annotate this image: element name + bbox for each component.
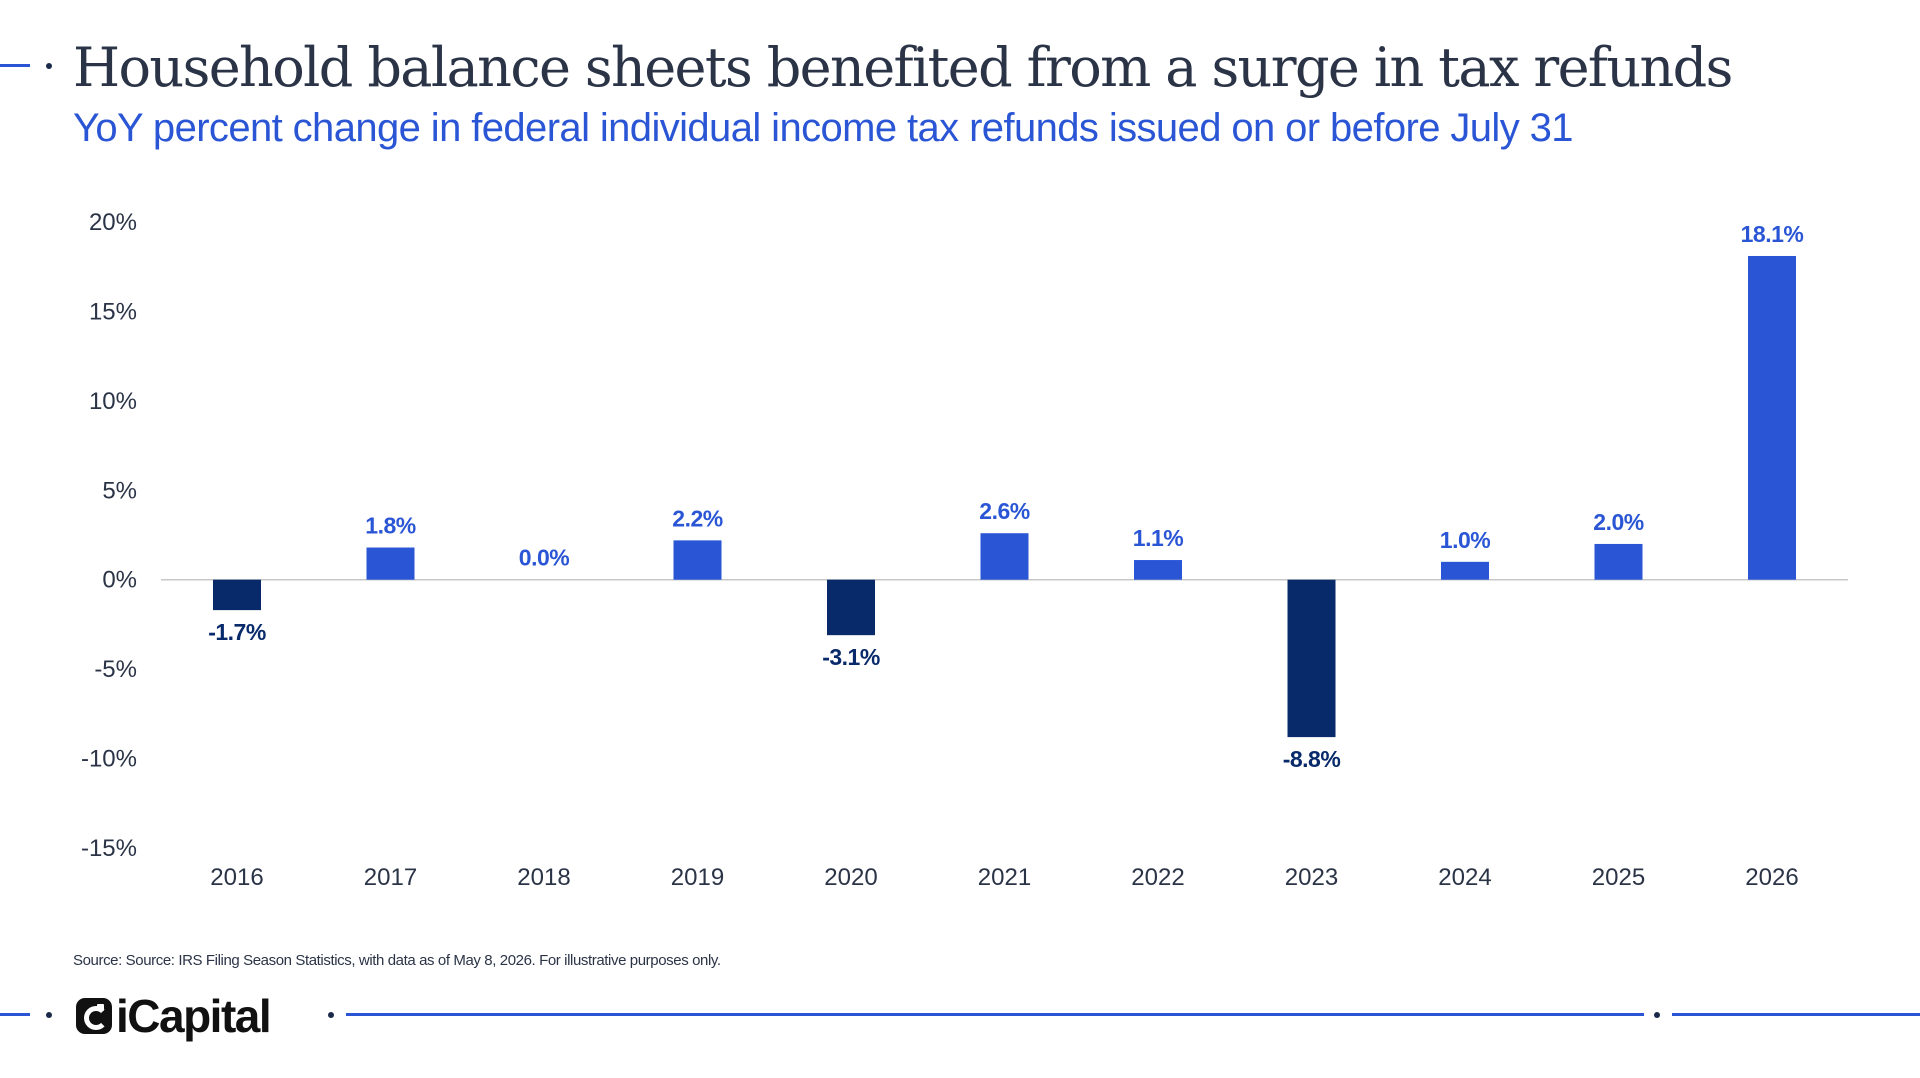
bar-2021 xyxy=(980,533,1029,580)
bar-2016 xyxy=(213,579,261,611)
x-tick-label: 2021 xyxy=(978,864,1031,891)
y-tick-label: -5% xyxy=(94,656,137,683)
x-tick-label: 2026 xyxy=(1745,864,1798,891)
y-axis: 20% 15% 10% 5% 0% -5% -10% -15% xyxy=(81,209,137,862)
data-label-2016: -1.7% xyxy=(208,619,266,645)
x-tick-label: 2020 xyxy=(824,864,877,891)
x-tick-label: 2022 xyxy=(1131,864,1184,891)
footer-rule-right xyxy=(1672,1013,1920,1016)
y-tick-label: 20% xyxy=(89,209,137,236)
y-tick-label: -15% xyxy=(81,835,137,862)
bar-2023 xyxy=(1287,579,1336,738)
y-tick-label: -10% xyxy=(81,746,137,773)
chart-title: Household balance sheets benefited from … xyxy=(73,36,1733,99)
icapital-logo-mark-icon xyxy=(76,998,112,1034)
x-tick-label: 2019 xyxy=(671,864,724,891)
title-accent-dot xyxy=(46,63,52,69)
title-accent-dash xyxy=(0,64,30,67)
x-tick-label: 2023 xyxy=(1285,864,1338,891)
x-tick-label: 2017 xyxy=(364,864,417,891)
footer-rule-dot-right xyxy=(1654,1012,1660,1018)
footer-accent-dot xyxy=(46,1012,52,1018)
data-label-2021: 2.6% xyxy=(979,498,1029,524)
y-tick-label: 5% xyxy=(102,477,137,504)
data-label-2019: 2.2% xyxy=(672,505,722,531)
data-label-2026: 18.1% xyxy=(1741,221,1804,247)
x-tick-label: 2025 xyxy=(1592,864,1645,891)
data-label-2018: 0.0% xyxy=(519,545,569,571)
bar-2025 xyxy=(1594,543,1643,580)
bar-2017 xyxy=(366,547,415,580)
bar-2022 xyxy=(1134,560,1182,580)
y-tick-label: 15% xyxy=(89,298,137,325)
icapital-logo: iCapital xyxy=(76,990,272,1042)
y-tick-label: 10% xyxy=(89,388,137,415)
footer-rule xyxy=(346,1013,1644,1016)
data-label-2024: 1.0% xyxy=(1440,527,1490,553)
x-tick-label: 2016 xyxy=(210,864,263,891)
data-label-2022: 1.1% xyxy=(1133,525,1183,551)
source-note: Source: Source: IRS Filing Season Statis… xyxy=(73,952,721,969)
x-tick-label: 2024 xyxy=(1438,864,1491,891)
data-label-2017: 1.8% xyxy=(365,513,415,539)
data-label-2023: -8.8% xyxy=(1283,746,1341,772)
bar-2026 xyxy=(1748,255,1796,580)
data-label-2020: -3.1% xyxy=(822,644,880,670)
data-labels-group: -1.7% 1.8% 0.0% 2.2% -3.1% 2.6% 1.1% -8.8% 1.0% 2… xyxy=(208,221,1804,772)
bar-2024 xyxy=(1441,561,1489,580)
chart-subtitle: YoY percent change in federal individual… xyxy=(73,106,1574,150)
bar-2019 xyxy=(673,540,722,580)
logo-wordmark: iCapital xyxy=(116,990,272,1042)
footer-accent-dash xyxy=(0,1013,30,1016)
data-label-2025: 2.0% xyxy=(1593,509,1643,535)
bars-group xyxy=(213,255,1796,738)
bar-chart: 20% 15% 10% 5% 0% -5% -10% -15% -1.7% 1.8% 0.0% 2.… xyxy=(81,209,1848,891)
bar-2020 xyxy=(827,579,875,636)
y-tick-label: 0% xyxy=(102,567,137,594)
footer-rule-dot-left xyxy=(328,1012,334,1018)
x-axis: 2016 2017 2018 2019 2020 2021 2022 2023 2024 2025… xyxy=(210,864,1798,891)
x-tick-label: 2018 xyxy=(517,864,570,891)
